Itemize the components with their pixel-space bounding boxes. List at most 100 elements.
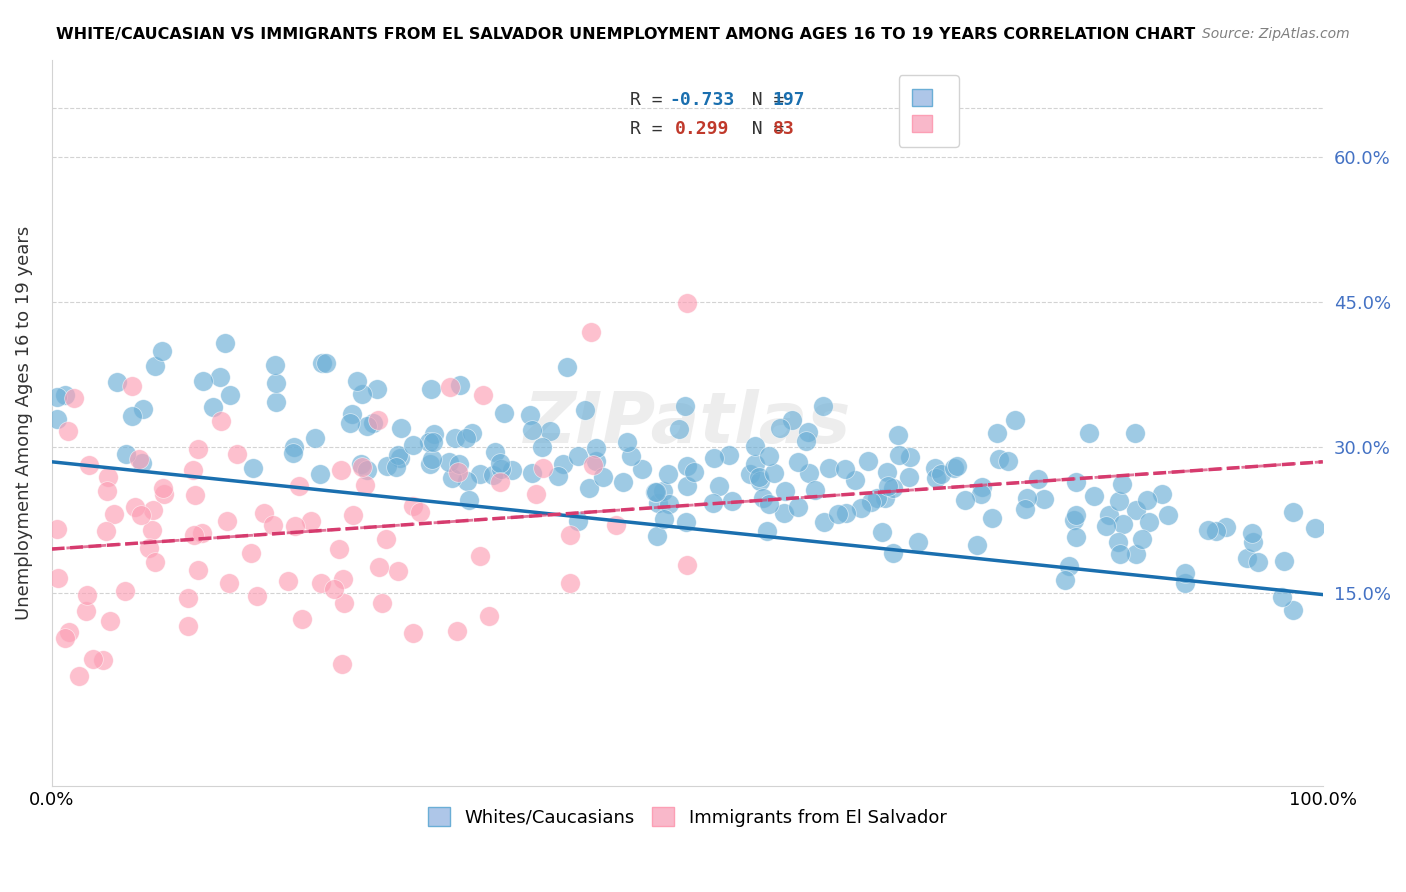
Point	[501, 463, 523, 477]
Point	[946, 458, 969, 473]
Point	[350, 387, 373, 401]
Point	[929, 467, 952, 481]
Point	[794, 434, 817, 449]
Point	[970, 480, 993, 494]
Point	[1174, 566, 1197, 581]
Point	[786, 455, 808, 469]
Point	[676, 459, 699, 474]
Point	[177, 591, 200, 605]
Point	[142, 503, 165, 517]
Point	[93, 653, 115, 667]
Point	[77, 458, 100, 472]
Point	[620, 449, 643, 463]
Point	[980, 511, 1002, 525]
Text: -0.733: -0.733	[669, 91, 735, 109]
Point	[62, 392, 84, 406]
Point	[1123, 425, 1146, 440]
Point	[471, 388, 494, 402]
Point	[605, 517, 627, 532]
Point	[262, 517, 284, 532]
Point	[46, 522, 69, 536]
Point	[612, 475, 634, 489]
Point	[756, 524, 779, 539]
Point	[209, 370, 232, 384]
Point	[758, 497, 780, 511]
Point	[1064, 508, 1087, 522]
Point	[519, 409, 541, 423]
Point	[219, 388, 242, 402]
Point	[468, 467, 491, 481]
Point	[1136, 492, 1159, 507]
Point	[1303, 521, 1326, 535]
Point	[1098, 508, 1121, 523]
Point	[1111, 477, 1133, 491]
Point	[1109, 547, 1132, 561]
Point	[447, 465, 470, 479]
Point	[1281, 505, 1303, 519]
Point	[309, 467, 332, 481]
Point	[630, 461, 652, 475]
Point	[323, 582, 346, 596]
Point	[187, 563, 209, 577]
Point	[558, 528, 581, 542]
Point	[287, 479, 309, 493]
Point	[644, 484, 666, 499]
Point	[283, 440, 305, 454]
Point	[181, 463, 204, 477]
Point	[873, 491, 896, 506]
Point	[368, 560, 391, 574]
Point	[356, 463, 378, 477]
Point	[676, 558, 699, 573]
Point	[567, 514, 589, 528]
Point	[58, 624, 80, 639]
Point	[418, 435, 440, 450]
Point	[187, 442, 209, 456]
Point	[484, 445, 506, 459]
Point	[328, 541, 350, 556]
Point	[176, 619, 198, 633]
Point	[1033, 491, 1056, 506]
Point	[461, 425, 484, 440]
Point	[342, 407, 364, 421]
Text: 0.299: 0.299	[675, 120, 728, 137]
Point	[367, 413, 389, 427]
Point	[277, 574, 299, 589]
Point	[150, 343, 173, 358]
Point	[1241, 526, 1264, 541]
Point	[439, 380, 461, 394]
Point	[97, 470, 120, 484]
Point	[114, 583, 136, 598]
Point	[46, 411, 69, 425]
Point	[780, 413, 803, 427]
Point	[329, 463, 352, 477]
Point	[67, 668, 90, 682]
Point	[567, 449, 589, 463]
Point	[291, 612, 314, 626]
Point	[703, 450, 725, 465]
Text: WHITE/CAUCASIAN VS IMMIGRANTS FROM EL SALVADOR UNEMPLOYMENT AMONG AGES 16 TO 19 : WHITE/CAUCASIAN VS IMMIGRANTS FROM EL SA…	[56, 27, 1195, 42]
Point	[309, 575, 332, 590]
Point	[1197, 524, 1219, 538]
Point	[707, 479, 730, 493]
Point	[772, 506, 794, 520]
Y-axis label: Unemployment Among Ages 16 to 19 years: Unemployment Among Ages 16 to 19 years	[15, 226, 32, 620]
Point	[813, 400, 835, 414]
Text: 83: 83	[772, 120, 794, 137]
Point	[281, 446, 304, 460]
Point	[75, 604, 97, 618]
Point	[76, 588, 98, 602]
Point	[1063, 513, 1085, 527]
Point	[942, 461, 965, 475]
Point	[354, 478, 377, 492]
Point	[898, 450, 921, 465]
Point	[1246, 555, 1268, 569]
Point	[375, 532, 398, 546]
Point	[786, 500, 808, 514]
Point	[441, 471, 464, 485]
Point	[129, 508, 152, 522]
Point	[882, 481, 904, 495]
Point	[489, 462, 512, 476]
Point	[676, 479, 699, 493]
Point	[758, 449, 780, 463]
Point	[366, 382, 388, 396]
